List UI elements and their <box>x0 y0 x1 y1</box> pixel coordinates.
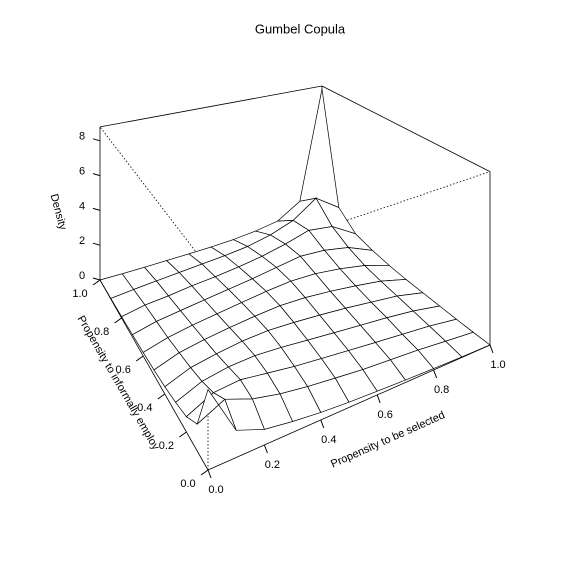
y-tick-label: 0.6 <box>116 364 131 376</box>
x-tick-label: 1.0 <box>490 359 505 371</box>
x-tick-label: 0.6 <box>378 409 393 421</box>
z-tick-label: 4 <box>79 200 85 212</box>
box-edge <box>207 344 491 471</box>
y-tick <box>179 431 187 438</box>
z-tick <box>92 173 101 177</box>
z-tick <box>92 207 101 211</box>
x-tick <box>207 469 212 479</box>
z-tick <box>92 138 101 142</box>
z-axis-label: Density <box>48 193 69 232</box>
z-tick-label: 2 <box>79 235 85 247</box>
z-tick-label: 6 <box>79 166 85 178</box>
y-tick-label: 0.2 <box>159 440 174 452</box>
y-tick-label: 0.8 <box>94 326 109 338</box>
y-tick <box>200 469 209 476</box>
y-tick <box>92 279 101 286</box>
x-tick <box>320 419 325 429</box>
box-edge <box>99 85 323 128</box>
box-edge <box>99 279 209 471</box>
x-tick-label: 0.8 <box>434 384 449 396</box>
z-tick <box>92 242 101 246</box>
box-edge <box>321 85 491 172</box>
x-tick <box>433 369 438 379</box>
x-tick <box>376 394 381 404</box>
surface-facet <box>196 388 237 431</box>
y-tick-label: 0.4 <box>137 402 152 414</box>
y-tick <box>135 355 144 362</box>
chart-title: Gumbel Copula <box>255 21 346 36</box>
y-tick-label: 1.0 <box>72 288 87 300</box>
z-tick-label: 8 <box>79 131 85 143</box>
x-tick <box>489 344 494 354</box>
y-tick-label: 0.0 <box>180 478 195 490</box>
box-edge <box>99 126 209 268</box>
surface-facet <box>299 88 340 209</box>
z-tick <box>92 277 101 281</box>
x-tick-label: 0.2 <box>265 459 280 471</box>
z-tick-label: 0 <box>79 270 85 282</box>
x-tick-label: 0.4 <box>321 434 336 446</box>
x-tick <box>263 444 268 454</box>
y-tick <box>157 393 166 400</box>
x-tick-label: 0.0 <box>208 484 223 496</box>
y-tick <box>114 317 122 324</box>
